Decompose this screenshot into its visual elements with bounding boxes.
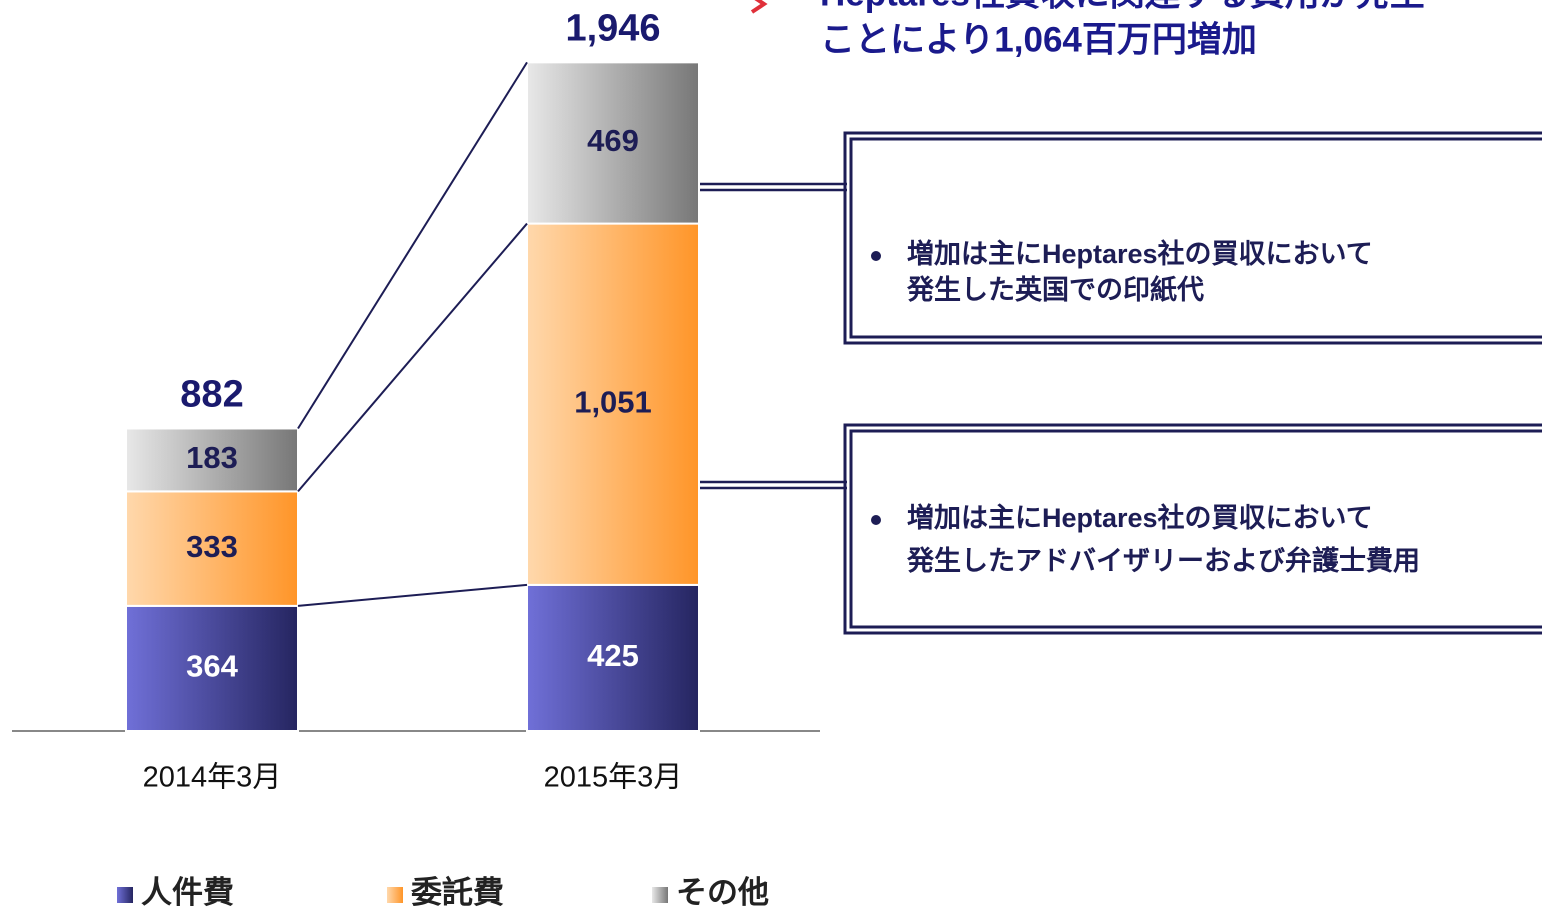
callout-box [843,423,1542,635]
x-tick-label: 2014年3月 [143,761,282,794]
bar-segment [526,222,700,586]
connector-line [297,222,528,493]
bar-segment [526,61,700,225]
callout-text: 発生したアドバイザリーおよび弁護士費用 [906,545,1420,576]
callout-text: 増加は主にHeptares社の買収において [907,238,1373,269]
segment-label: 333 [186,529,238,564]
bar-segment [125,604,299,732]
callout-text: 発生した英国での印紙代 [906,274,1204,305]
legend-swatch [117,887,133,903]
bullet [871,251,881,261]
annotation-line: ことにより1,064百万円増加 [820,20,1257,59]
segment-label: 469 [587,123,639,158]
bar-segment [526,583,700,732]
callout-box-inner [849,429,1542,629]
segment-label: 183 [186,440,238,475]
connector-line [297,61,528,430]
connector-line [297,583,528,607]
legend-label: 委託費 [411,875,504,910]
bar-segment [125,490,299,607]
segment-label: 1,051 [574,384,652,419]
callout-box [843,131,1542,345]
bullet [871,515,881,525]
heading-arrow [750,0,768,14]
segment-label: 425 [587,638,639,673]
legend-label: その他 [676,875,769,910]
callout-text: 増加は主にHeptares社の買収において [907,502,1373,533]
legend-label: 人件費 [141,875,234,910]
callout-box-inner [849,137,1542,339]
segment-label: 364 [186,649,238,684]
legend-swatch [387,887,403,903]
total-label: 882 [180,374,243,416]
total-label: 1,946 [565,7,660,49]
bar-segment [125,427,299,493]
callout-connectors [700,182,847,490]
callout-boxes [843,131,1542,635]
x-tick-label: 2015年3月 [544,761,683,794]
annotation-line: Heptares社買収に関連する費用が発生 [820,0,1425,13]
legend-swatch [652,887,668,903]
